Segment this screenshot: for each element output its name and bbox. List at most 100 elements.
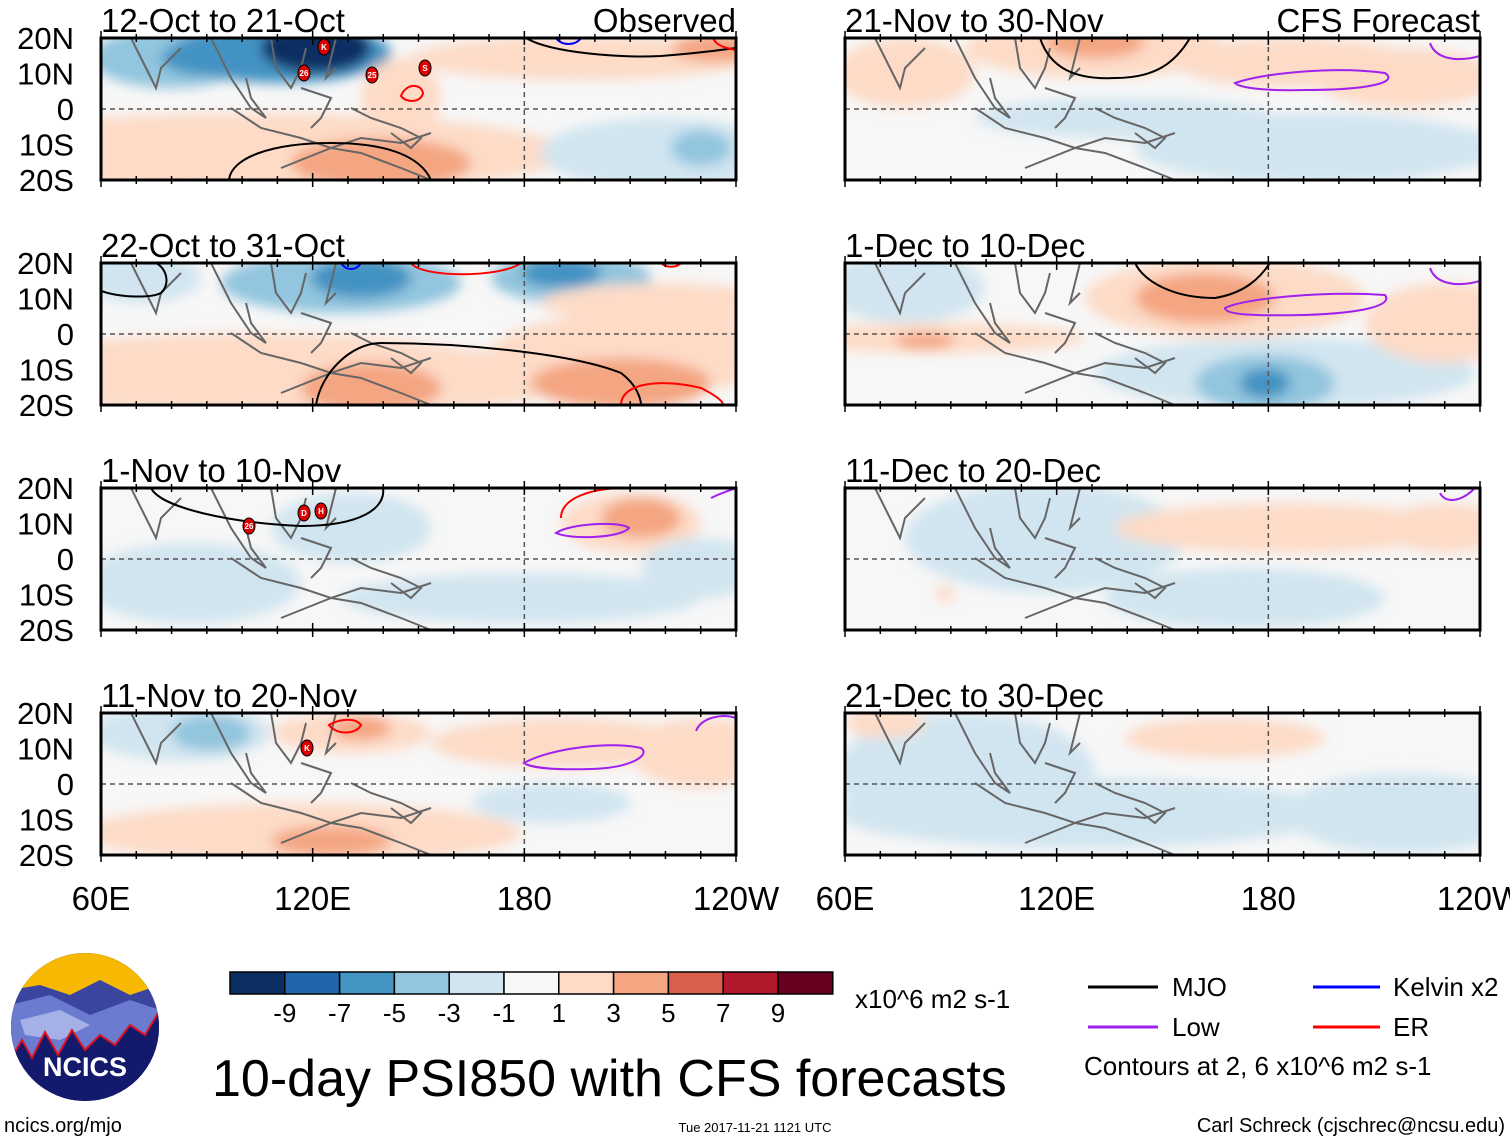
- colorbar-label: -9: [273, 998, 296, 1028]
- colorbar-units: x10^6 m2 s-1: [855, 984, 1010, 1014]
- lat-tick-label: 0: [57, 542, 74, 577]
- anomaly-shading: [1125, 718, 1325, 758]
- anomaly-shading: [845, 263, 985, 323]
- lon-tick-label: 120W: [1437, 880, 1510, 917]
- colorbar-swatch: [558, 971, 615, 995]
- lat-tick-label: 20S: [19, 388, 74, 423]
- lat-tick-label: 10N: [17, 732, 74, 767]
- colorbar-swatch: [777, 971, 834, 995]
- anomaly-shading: [845, 38, 975, 108]
- colorbar-swatch: [612, 971, 670, 995]
- anomaly-shading: [171, 715, 251, 751]
- anomaly-shading: [161, 40, 261, 76]
- colorbar-label: 1: [552, 998, 566, 1028]
- legend-label-low: Low: [1172, 1012, 1220, 1042]
- contour-line: [1439, 488, 1476, 501]
- anomaly-shading: [331, 716, 391, 740]
- map-panel: 21-Dec to 30-Dec: [843, 677, 1482, 862]
- anomaly-shading: [101, 543, 301, 623]
- coastline: [130, 38, 432, 180]
- panel-title: 12-Oct to 21-Oct: [101, 2, 345, 39]
- storm-label: K: [304, 744, 310, 753]
- coastline: [874, 488, 1176, 630]
- lat-tick-label: 20N: [17, 246, 74, 281]
- anomaly-shading: [431, 718, 691, 768]
- colorbar-label: -7: [328, 998, 351, 1028]
- anomaly-shading: [1385, 503, 1480, 553]
- colorbar-label: 7: [716, 998, 730, 1028]
- anomaly-shading: [271, 826, 391, 855]
- colorbar: -9 -7 -5 -3 -1 1 3 5 7 9: [229, 971, 834, 1028]
- figure-title: 10-day PSI850 with CFS forecasts: [212, 1050, 1007, 1108]
- coastline: [130, 488, 432, 630]
- footer-timestamp: Tue 2017-11-21 1121 UTC: [679, 1120, 832, 1135]
- legend-label-kelvin: Kelvin x2: [1393, 972, 1499, 1002]
- anomaly-shading: [671, 38, 736, 62]
- colorbar-swatch: [393, 971, 450, 995]
- coastline: [874, 713, 1176, 855]
- map-panel: K 26 25 S 12-Oct to 21-Oct Observed 20N10N010S…: [17, 2, 738, 198]
- colorbar-label: 9: [771, 998, 785, 1028]
- anomaly-shading: [601, 498, 681, 538]
- storm-label: 26: [245, 522, 254, 531]
- coastline: [130, 713, 432, 855]
- contour-line: [327, 718, 363, 734]
- contour-line: [620, 382, 724, 405]
- lat-tick-label: 0: [57, 767, 74, 802]
- footer-url[interactable]: ncics.org/mjo: [4, 1115, 122, 1137]
- anomaly-shading: [1115, 503, 1455, 553]
- anomaly-shading: [905, 488, 1185, 593]
- legend-label-mjo: MJO: [1172, 972, 1227, 1002]
- map-panel: 11-Dec to 20-Dec: [843, 452, 1482, 637]
- coastline: [130, 263, 432, 405]
- panel-title: 21-Dec to 30-Dec: [845, 677, 1104, 714]
- storm-label: 26: [300, 69, 309, 78]
- ncics-logo: [11, 953, 159, 1101]
- anomaly-shading: [271, 493, 431, 563]
- contour-line: [410, 263, 522, 276]
- colorbar-label: -1: [492, 998, 515, 1028]
- contour-line: [1039, 38, 1191, 80]
- storm-marker: H: [314, 502, 328, 520]
- anomaly-shading: [281, 38, 351, 58]
- storm-marker: K: [300, 739, 314, 757]
- contour-line: [399, 84, 425, 102]
- storm-label: H: [318, 507, 324, 516]
- contour-line: [340, 263, 362, 270]
- anomaly-shading: [531, 358, 711, 405]
- contour-line: [525, 38, 736, 58]
- storm-label: S: [422, 64, 428, 73]
- colorbar-label: -5: [383, 998, 406, 1028]
- contour-line: [695, 715, 736, 732]
- anomaly-shading: [935, 586, 955, 602]
- anomaly-shading: [1375, 128, 1480, 168]
- contour-line: [1233, 69, 1390, 92]
- anomaly-shading: [1135, 113, 1480, 180]
- anomaly-shading: [471, 783, 631, 823]
- lat-tick-label: 10S: [19, 128, 74, 163]
- lon-tick-label: 180: [1241, 880, 1296, 917]
- coastline: [874, 263, 1176, 405]
- lat-tick-label: 20N: [17, 696, 74, 731]
- anomaly-shading: [311, 263, 411, 298]
- colorbar-label: 5: [661, 998, 675, 1028]
- lat-tick-label: 10S: [19, 803, 74, 838]
- anomaly-shading: [845, 778, 1335, 848]
- lat-tick-label: 0: [57, 317, 74, 352]
- colorbar-label: -3: [438, 998, 461, 1028]
- anomaly-shading: [341, 573, 701, 623]
- anomaly-shading: [1045, 38, 1145, 58]
- panel-tag: CFS Forecast: [1276, 2, 1480, 39]
- lat-tick-label: 10N: [17, 282, 74, 317]
- storm-marker: S: [418, 59, 432, 77]
- contour-line: [553, 522, 631, 539]
- contour-note: Contours at 2, 6 x10^6 m2 s-1: [1084, 1051, 1431, 1081]
- panel-title: 1-Nov to 10-Nov: [101, 452, 342, 489]
- contour-line: [315, 341, 642, 405]
- panel-title: 11-Nov to 20-Nov: [101, 677, 358, 714]
- storm-marker: 26: [297, 64, 311, 82]
- anomaly-shading: [101, 263, 201, 303]
- colorbar-swatch: [503, 971, 560, 995]
